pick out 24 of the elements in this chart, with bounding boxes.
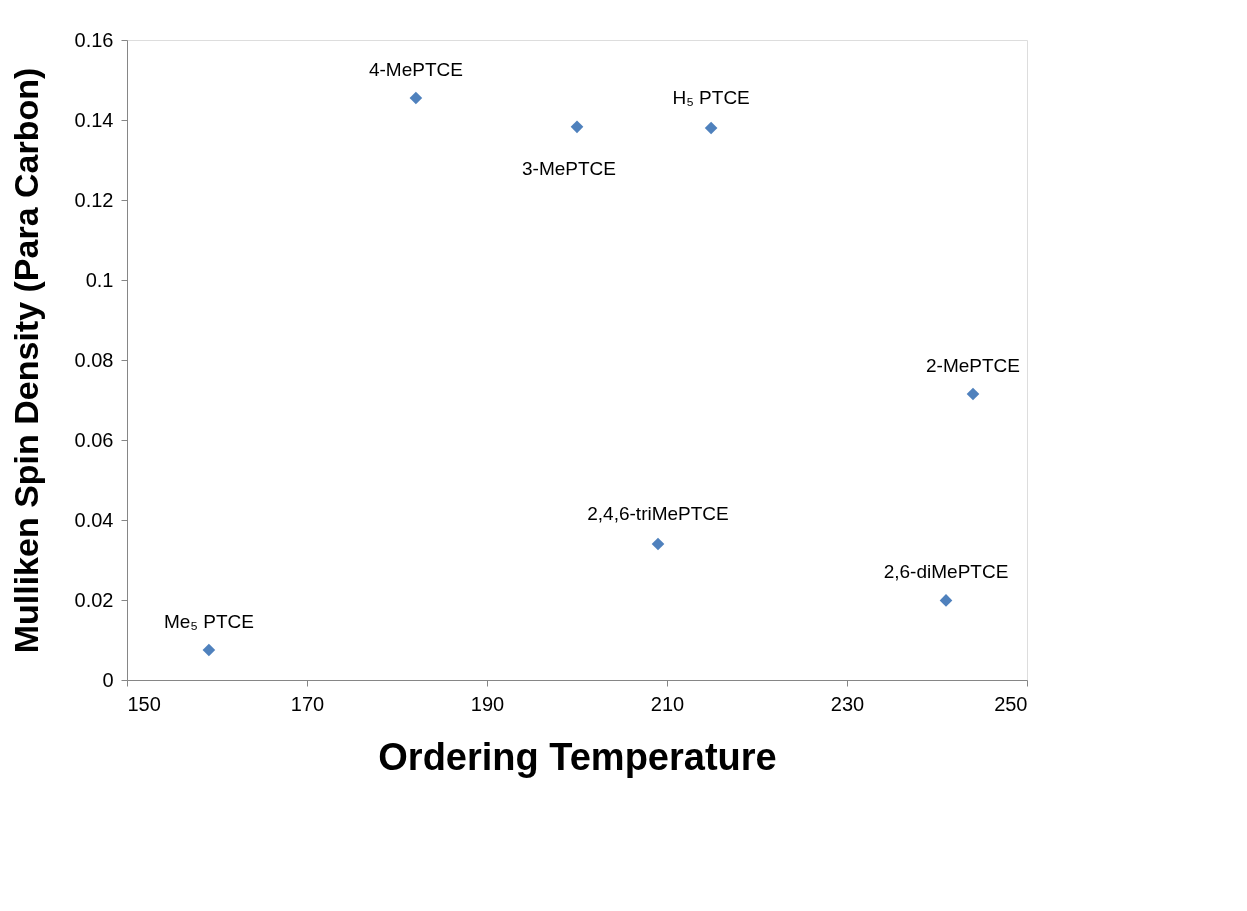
annotation: 2-MePTCE [926, 355, 1020, 376]
y-tick-label: 0.08 [74, 348, 114, 371]
y-tick-label: 0.06 [74, 428, 114, 451]
x-tick-label: 150 [127, 692, 161, 715]
x-axis-title: Ordering Temperature [378, 735, 777, 778]
y-tick-label: 0.04 [74, 508, 114, 531]
annotation: 2,6-diMePTCE [883, 561, 1009, 583]
y-axis-title: Mulliken Spin Density (Para Carbon) [6, 67, 45, 654]
y-tick-label: 0.16 [74, 28, 114, 51]
x-tick-label: 210 [650, 692, 685, 715]
y-tick-label: 0.12 [74, 188, 114, 211]
annotation: 4-MePTCE [368, 59, 463, 80]
annotation: H₅ PTCE [672, 87, 750, 108]
annotation: 3-MePTCE [522, 157, 616, 179]
x-tick-label: 170 [290, 692, 325, 715]
y-tick-label: 0.14 [74, 108, 114, 131]
x-tick-label: 190 [470, 692, 505, 715]
x-tick-label: 230 [830, 692, 865, 715]
y-tick-label: 0.1 [85, 268, 114, 291]
annotation: Me₅ PTCE [163, 611, 254, 632]
annotation: 2,4,6-triMePTCE [587, 503, 729, 524]
y-tick-label: 0.02 [74, 588, 114, 611]
y-tick-label: 0 [102, 668, 114, 691]
x-tick-label: 250 [994, 692, 1028, 715]
